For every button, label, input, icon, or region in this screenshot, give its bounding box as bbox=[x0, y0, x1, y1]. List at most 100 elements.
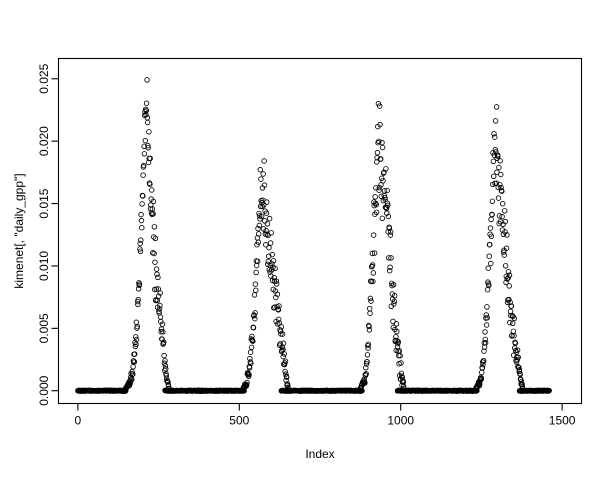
data-point bbox=[401, 385, 407, 392]
data-point bbox=[367, 310, 373, 316]
data-point bbox=[504, 276, 510, 282]
data-point bbox=[514, 347, 521, 353]
data-point bbox=[144, 77, 150, 83]
data-point bbox=[373, 201, 379, 208]
data-point bbox=[478, 375, 485, 382]
data-point bbox=[255, 225, 261, 232]
data-point bbox=[153, 286, 160, 292]
data-point bbox=[245, 371, 252, 377]
data-point bbox=[378, 193, 385, 200]
data-point bbox=[499, 188, 505, 194]
data-point bbox=[398, 360, 404, 366]
data-point bbox=[150, 234, 157, 240]
data-point bbox=[147, 155, 153, 162]
data-point bbox=[495, 195, 502, 201]
data-point bbox=[243, 381, 250, 388]
data-point bbox=[363, 365, 369, 371]
data-point bbox=[506, 296, 512, 303]
data-point bbox=[393, 321, 400, 327]
data-point bbox=[488, 260, 494, 267]
data-point bbox=[135, 296, 141, 303]
data-point bbox=[386, 255, 392, 261]
data-point bbox=[138, 217, 145, 224]
data-point bbox=[501, 252, 508, 258]
data-point bbox=[489, 211, 495, 218]
data-point bbox=[156, 306, 163, 312]
data-point bbox=[263, 241, 269, 248]
data-point bbox=[488, 216, 494, 223]
x-tick-label: 500 bbox=[229, 414, 249, 428]
data-point bbox=[519, 385, 526, 392]
data-point bbox=[263, 199, 270, 205]
data-point bbox=[483, 322, 490, 328]
data-point bbox=[147, 181, 153, 187]
data-point bbox=[252, 281, 259, 287]
data-point bbox=[492, 146, 499, 153]
data-point bbox=[496, 164, 502, 171]
data-point bbox=[364, 359, 370, 365]
data-point bbox=[261, 158, 267, 164]
data-point bbox=[244, 379, 250, 386]
data-point bbox=[390, 281, 397, 288]
data-point bbox=[157, 290, 163, 296]
data-point bbox=[280, 346, 286, 352]
data-point bbox=[258, 213, 265, 220]
data-point bbox=[255, 239, 262, 245]
data-point bbox=[140, 193, 146, 199]
data-point bbox=[133, 319, 140, 325]
data-point bbox=[400, 383, 407, 389]
data-point bbox=[495, 153, 501, 159]
data-point bbox=[376, 103, 383, 109]
data-point bbox=[161, 360, 168, 366]
data-point bbox=[146, 129, 152, 135]
data-point bbox=[362, 380, 368, 386]
data-point bbox=[371, 250, 378, 256]
data-point bbox=[165, 383, 172, 390]
data-point bbox=[142, 109, 148, 115]
data-point bbox=[279, 331, 286, 337]
data-point bbox=[278, 324, 285, 330]
data-point bbox=[254, 258, 261, 265]
data-point bbox=[384, 210, 390, 216]
data-point bbox=[278, 331, 284, 337]
data-point bbox=[151, 224, 158, 230]
data-point bbox=[374, 154, 380, 161]
data-point bbox=[386, 225, 393, 232]
data-point bbox=[486, 282, 492, 289]
data-point bbox=[140, 172, 146, 178]
data-point bbox=[157, 314, 164, 320]
data-point bbox=[369, 250, 376, 257]
data-point bbox=[391, 298, 398, 305]
data-point bbox=[518, 378, 525, 385]
data-point bbox=[391, 301, 397, 307]
data-point bbox=[387, 232, 394, 238]
data-point bbox=[499, 200, 506, 207]
y-axis-label: kimenet[, "daily_gpp"] bbox=[12, 173, 26, 288]
data-point bbox=[484, 304, 490, 310]
data-point bbox=[155, 293, 162, 299]
data-point bbox=[285, 386, 292, 392]
data-point bbox=[484, 315, 490, 321]
data-point bbox=[252, 310, 258, 316]
data-point bbox=[272, 265, 278, 272]
data-point bbox=[145, 145, 151, 151]
data-point bbox=[253, 269, 259, 276]
data-point bbox=[283, 374, 290, 380]
data-point bbox=[384, 187, 390, 194]
data-point bbox=[255, 231, 262, 237]
data-point bbox=[280, 340, 287, 346]
data-point bbox=[502, 218, 509, 225]
data-point bbox=[372, 194, 378, 200]
data-point bbox=[160, 329, 166, 335]
data-point bbox=[257, 166, 264, 173]
data-point bbox=[129, 376, 135, 383]
data-point bbox=[150, 198, 157, 205]
data-point bbox=[504, 299, 511, 306]
data-point bbox=[130, 364, 136, 370]
y-tick-label: 0.005 bbox=[37, 313, 51, 343]
data-point bbox=[273, 294, 279, 301]
data-point bbox=[385, 202, 391, 209]
data-point bbox=[376, 184, 383, 191]
data-point bbox=[493, 104, 500, 110]
data-point bbox=[275, 316, 282, 323]
